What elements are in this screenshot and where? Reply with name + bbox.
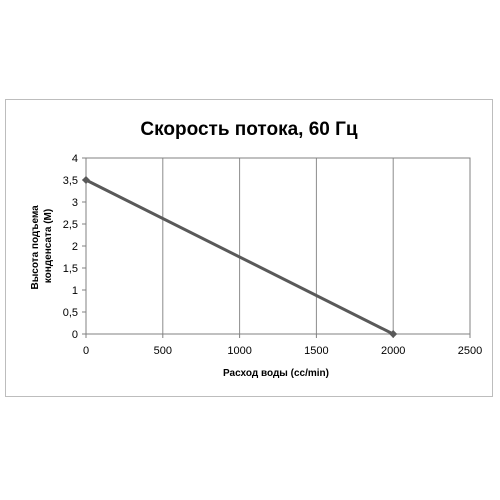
series-layer — [82, 176, 398, 338]
y-tick-label: 0,5 — [63, 307, 78, 319]
data-point-marker — [389, 330, 398, 338]
x-tick-label: 1500 — [304, 345, 328, 357]
y-tick-label: 1,5 — [63, 263, 78, 275]
x-tick-label: 500 — [154, 345, 172, 357]
plot-area — [85, 157, 471, 335]
series-line — [85, 178, 394, 336]
x-tick-label: 0 — [83, 345, 89, 357]
y-axis-label-line-2: конденсата (M) — [43, 209, 54, 283]
y-axis-ticks: 0 0,5 1 1,5 2 2,5 3 3,5 4 — [63, 153, 86, 341]
x-tick-label: 2500 — [458, 345, 482, 357]
y-axis-label: Высота подъема конденсата (M) — [30, 203, 54, 290]
x-tick-label: 1000 — [227, 345, 251, 357]
y-tick-label: 3 — [72, 197, 78, 209]
y-tick-label: 3,5 — [63, 175, 78, 187]
y-axis-label-line-1: Высота подъема — [30, 205, 41, 290]
y-tick-label: 4 — [72, 153, 78, 165]
data-point-marker — [82, 176, 90, 184]
grid — [162, 158, 394, 334]
y-tick-label: 2,5 — [63, 219, 78, 231]
y-tick-label: 2 — [72, 241, 78, 253]
x-tick-label: 2000 — [381, 345, 405, 357]
y-tick-label: 0 — [72, 329, 78, 341]
x-axis-ticks: 0 500 1000 1500 2000 2500 — [83, 334, 482, 357]
y-tick-label: 1 — [72, 285, 78, 297]
chart-title: Скорость потока, 60 Гц — [140, 119, 357, 140]
x-axis-label: Расход воды (cc/min) — [223, 368, 329, 379]
